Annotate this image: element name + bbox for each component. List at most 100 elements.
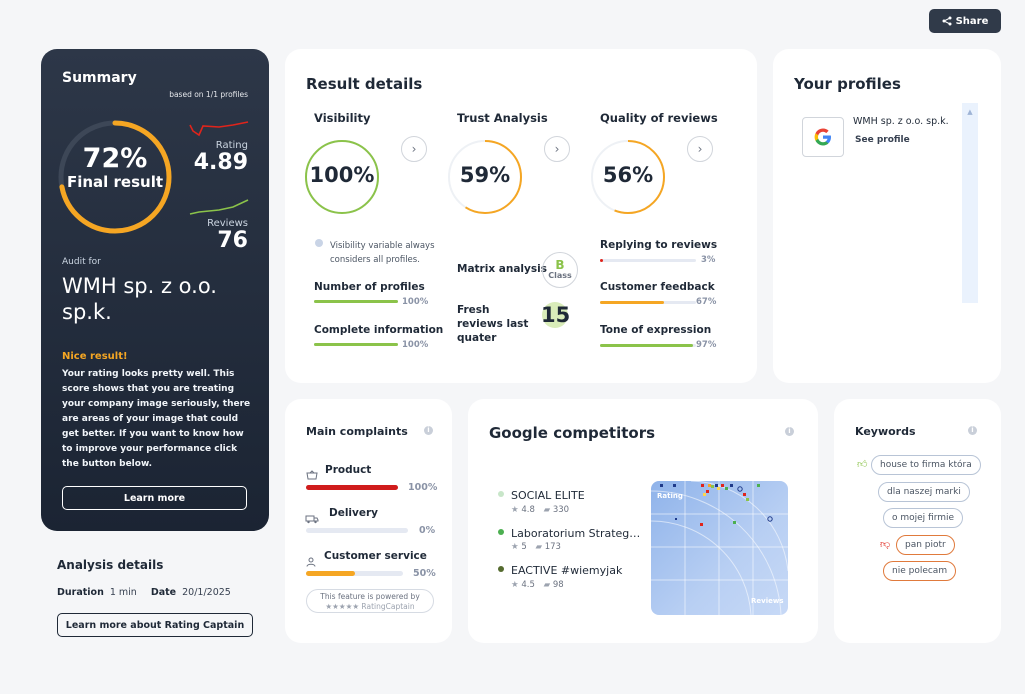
competitor-rating: 5 xyxy=(521,542,527,552)
result-details-title: Result details xyxy=(306,75,423,93)
matrix-class-badge: B Class xyxy=(542,252,578,288)
tone-of-expression-track xyxy=(600,344,696,347)
duration-value: 1 min xyxy=(109,587,137,598)
complaint-product-fill xyxy=(306,485,398,490)
learn-more-about-button[interactable]: Learn more about Rating Captain xyxy=(57,613,253,637)
chevron-right-icon: › xyxy=(697,142,703,156)
customer-feedback-pct: 67% xyxy=(696,297,717,307)
rating-value: 4.89 xyxy=(193,150,248,175)
number-of-profiles-fill xyxy=(314,300,398,303)
star-icon: ★ xyxy=(511,580,519,590)
google-competitors-title: Google competitors xyxy=(489,424,656,442)
replying-pct: 3% xyxy=(701,255,716,265)
competitor-reviews: 98 xyxy=(552,580,564,590)
complaint-customer-service-track xyxy=(306,571,403,576)
matrix-class-letter: B xyxy=(555,258,565,272)
learn-more-button[interactable]: Learn more xyxy=(62,486,247,510)
info-icon[interactable]: i xyxy=(968,426,977,435)
visibility-next-button[interactable]: › xyxy=(401,136,427,162)
replying-track xyxy=(600,259,696,262)
audit-company-name: WMH sp. z o.o. sp.k. xyxy=(62,274,217,324)
competitor-name: SOCIAL ELITE xyxy=(511,489,585,502)
customer-feedback-label: Customer feedback xyxy=(600,281,715,293)
keyword-negative-pill[interactable]: pan piotr xyxy=(896,535,955,555)
competitor-scatter-chart: Rating Reviews xyxy=(651,481,788,615)
competitor-dot xyxy=(498,566,504,572)
keyword-positive-pill[interactable]: o mojej firmie xyxy=(883,508,964,528)
chart-x-label: Reviews xyxy=(751,597,783,605)
fresh-reviews-label: Fresh reviews last quater xyxy=(457,304,529,344)
tone-of-expression-label: Tone of expression xyxy=(600,324,712,336)
keywords-title: Keywords xyxy=(855,425,916,438)
complaint-customer-service-fill xyxy=(306,571,355,576)
customer-feedback-fill xyxy=(600,301,665,304)
main-complaints-title: Main complaints xyxy=(306,425,408,438)
fresh-reviews-value: 15 xyxy=(541,303,571,327)
share-icon xyxy=(942,16,952,26)
keyword-positive-pill[interactable]: dla naszej marki xyxy=(878,482,970,502)
duration-label: Duration xyxy=(57,587,104,598)
main-complaints-card: Main complaints i Product 100% Delivery … xyxy=(285,399,452,643)
reviews-sparkline xyxy=(189,199,249,215)
number-of-profiles-pct: 100% xyxy=(402,297,429,307)
share-label: Share xyxy=(955,15,989,27)
info-icon[interactable]: i xyxy=(424,426,433,435)
chart-y-label: Rating xyxy=(657,492,683,500)
customer-feedback-track xyxy=(600,301,696,304)
analysis-details-row: Duration 1 min Date 20/1/2025 xyxy=(57,587,231,598)
final-result-ring xyxy=(58,120,172,234)
chevron-right-icon: › xyxy=(411,142,417,156)
keyword-positive-pill[interactable]: house to firma która xyxy=(871,455,981,475)
trust-analysis-value: 59% xyxy=(459,163,511,187)
competitor-reviews: 173 xyxy=(544,542,561,552)
nice-result-title: Nice result! xyxy=(62,351,128,362)
competitor-dot xyxy=(498,491,504,497)
visibility-ring xyxy=(305,140,379,214)
complaint-product-label: Product xyxy=(325,464,372,476)
final-result-percent: 72% xyxy=(82,143,148,174)
based-on-text: based on 1/1 profiles xyxy=(169,90,248,99)
trust-next-button[interactable]: › xyxy=(544,136,570,162)
rating-label: Rating xyxy=(215,140,248,151)
see-profile-link[interactable]: See profile xyxy=(855,135,910,145)
complaint-product-track xyxy=(306,485,398,490)
competitor-dot xyxy=(498,529,504,535)
matrix-class-word: Class xyxy=(548,271,572,280)
profiles-scrollbar[interactable]: ▲ xyxy=(962,103,978,303)
competitor-name: Laboratorium Strateg… xyxy=(511,527,641,540)
replying-label: Replying to reviews xyxy=(600,239,718,251)
scroll-up-icon[interactable]: ▲ xyxy=(967,108,973,116)
comment-icon: ▰ xyxy=(543,580,551,590)
quality-of-reviews-title: Quality of reviews xyxy=(600,111,718,125)
complaint-delivery-pct: 0% xyxy=(419,525,436,536)
complaint-product-pct: 100% xyxy=(408,482,438,493)
number-of-profiles-track xyxy=(314,300,398,303)
complaint-customer-service-pct: 50% xyxy=(413,568,436,579)
competitor-rating: 4.5 xyxy=(521,580,535,590)
scatter-points xyxy=(660,484,773,526)
keywords-card: Keywords i 👍︎ house to firma która dla n… xyxy=(834,399,1001,643)
keyword-negative-pill[interactable]: nie polecam xyxy=(883,561,957,581)
visibility-note: Visibility variable always considers all… xyxy=(330,241,435,265)
analysis-details-title: Analysis details xyxy=(57,558,164,572)
final-result-label: Final result xyxy=(66,173,164,191)
truck-icon xyxy=(305,509,319,524)
complete-information-fill xyxy=(314,343,398,346)
complaint-delivery-track xyxy=(306,528,408,533)
quality-next-button[interactable]: › xyxy=(687,136,713,162)
info-icon[interactable]: i xyxy=(785,427,794,436)
profile-logo xyxy=(802,117,844,157)
competitor-rating: 4.8 xyxy=(521,505,535,515)
share-button[interactable]: Share xyxy=(929,9,1001,33)
competitor-name: EACTIVE #wiemyjak xyxy=(511,564,623,577)
competitor-reviews: 330 xyxy=(552,505,570,515)
comment-icon: ▰ xyxy=(535,542,542,552)
date-value: 20/1/2025 xyxy=(182,587,231,598)
your-profiles-title: Your profiles xyxy=(794,75,901,93)
rating-sparkline xyxy=(189,121,249,137)
complete-information-track xyxy=(314,343,398,346)
reviews-value: 76 xyxy=(217,228,248,253)
chevron-right-icon: › xyxy=(554,142,560,156)
reviews-label: Reviews xyxy=(207,218,248,229)
fresh-reviews-dot xyxy=(542,302,568,328)
